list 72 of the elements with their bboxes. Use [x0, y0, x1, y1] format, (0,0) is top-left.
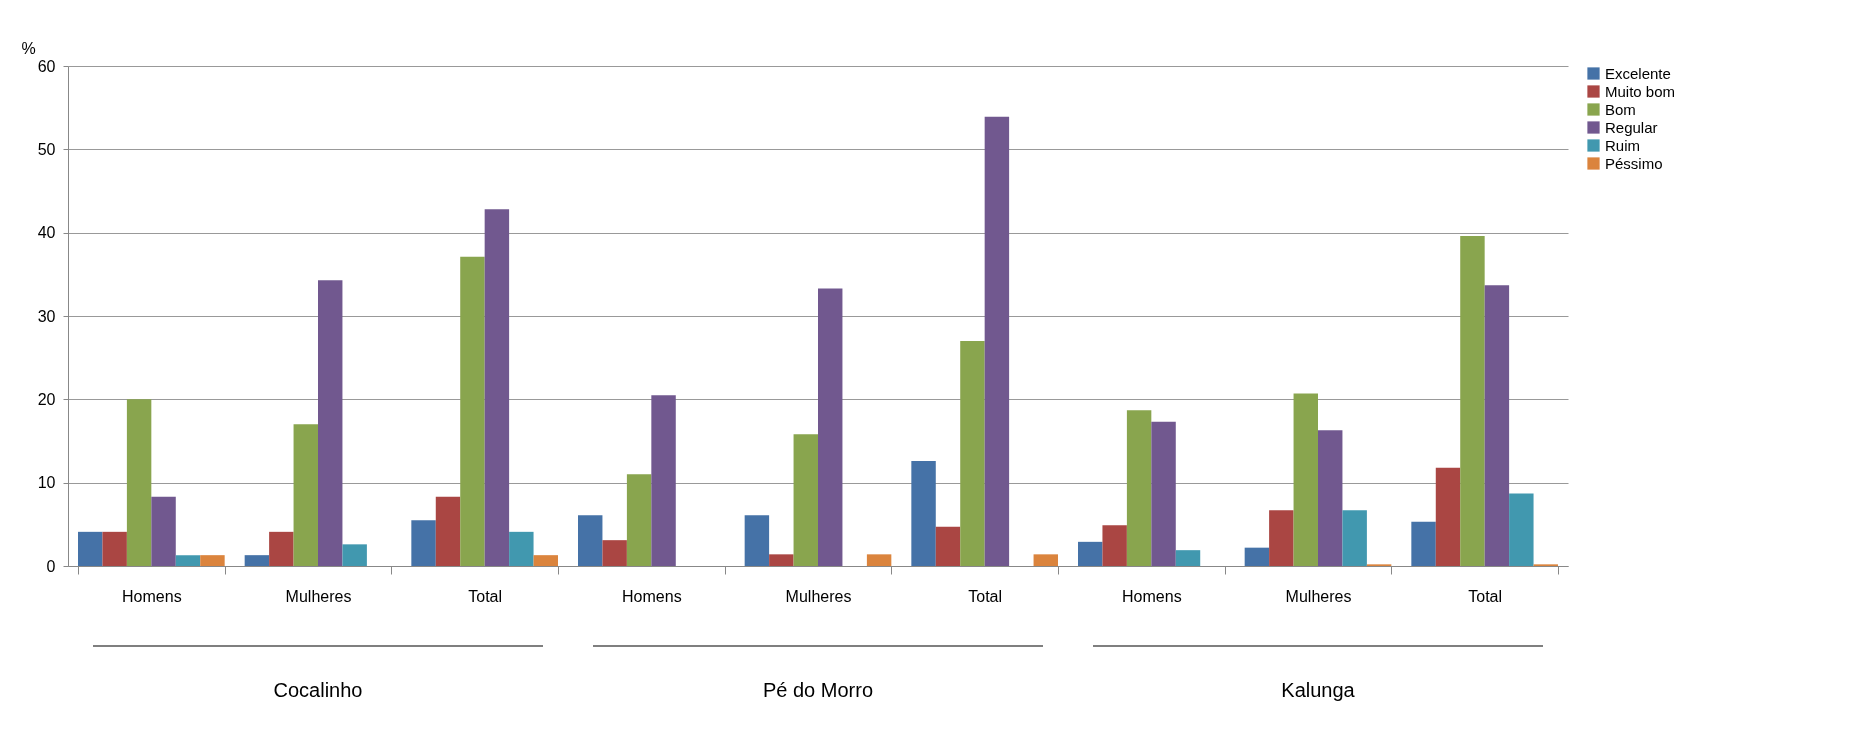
- text: Pé do Morro: [762, 679, 874, 701]
- bar: [200, 555, 225, 566]
- bar: [911, 461, 936, 566]
- bar: [1435, 467, 1461, 566]
- bar: [793, 434, 818, 566]
- bar: [78, 531, 103, 566]
- x-tick-label: Mulheres: [785, 587, 852, 605]
- y-tick-label: 30: [37, 307, 56, 325]
- bar: [1151, 421, 1176, 566]
- bar: [102, 531, 127, 566]
- bar: [866, 554, 892, 566]
- legend-label: Bom: [1605, 100, 1636, 118]
- bar: [411, 520, 436, 566]
- bar: [269, 531, 294, 566]
- bar: [533, 555, 558, 566]
- legend-label: Muito bom: [1605, 82, 1676, 100]
- y-tick-label: 50: [37, 140, 56, 158]
- bar: [960, 341, 985, 566]
- text: Cocalinho: [273, 679, 363, 701]
- bar: [1411, 521, 1436, 566]
- x-tick-label: Total: [1468, 587, 1503, 605]
- bar: [1484, 285, 1510, 566]
- y-tick-label: 10: [37, 474, 56, 492]
- bar: [126, 399, 152, 566]
- x-tick-label: Homens: [622, 587, 682, 605]
- y-axis-title: %: [21, 39, 36, 57]
- bar: [151, 496, 176, 566]
- bar: [1342, 510, 1367, 566]
- bar: [1126, 410, 1152, 566]
- bar: [1293, 393, 1318, 566]
- legend-label: Ruim: [1605, 136, 1641, 154]
- bar: [1078, 541, 1103, 566]
- bar: [1102, 525, 1127, 566]
- bar: [1318, 430, 1343, 566]
- bar: [460, 256, 485, 566]
- bar: [342, 544, 367, 566]
- bar: [1244, 547, 1270, 566]
- bar: [293, 424, 318, 566]
- bar: [651, 395, 676, 566]
- bar: [744, 515, 770, 566]
- bar: [175, 555, 201, 566]
- y-tick-label: 40: [37, 224, 56, 242]
- bar: [626, 474, 652, 566]
- legend-label: Regular: [1605, 118, 1658, 136]
- legend-label: Excelente: [1605, 64, 1671, 82]
- bar: [984, 116, 1010, 566]
- y-tick-label: 0: [46, 557, 56, 575]
- bar: [769, 554, 794, 566]
- bar: [435, 496, 461, 566]
- bar: [602, 540, 627, 566]
- bar: [818, 288, 843, 566]
- text: Kalunga: [1281, 679, 1356, 701]
- bar: [1175, 550, 1201, 566]
- bar: [1269, 510, 1294, 566]
- bar: [484, 209, 510, 566]
- bar: [509, 531, 534, 566]
- bar: [578, 515, 603, 566]
- x-tick-label: Total: [468, 587, 503, 605]
- legend-label: Péssimo: [1605, 154, 1663, 172]
- y-tick-label: 60: [37, 57, 56, 75]
- bar: [1033, 554, 1058, 566]
- y-tick-label: 20: [37, 390, 56, 408]
- x-tick-label: Total: [968, 587, 1003, 605]
- x-tick-label: Mulheres: [285, 587, 352, 605]
- bar: [935, 526, 961, 566]
- bar: [1509, 493, 1534, 566]
- bar: [1460, 236, 1485, 566]
- x-tick-label: Mulheres: [1285, 587, 1352, 605]
- bar: [318, 280, 343, 566]
- x-tick-label: Homens: [1122, 587, 1182, 605]
- bar: [244, 555, 270, 566]
- x-tick-label: Homens: [122, 587, 182, 605]
